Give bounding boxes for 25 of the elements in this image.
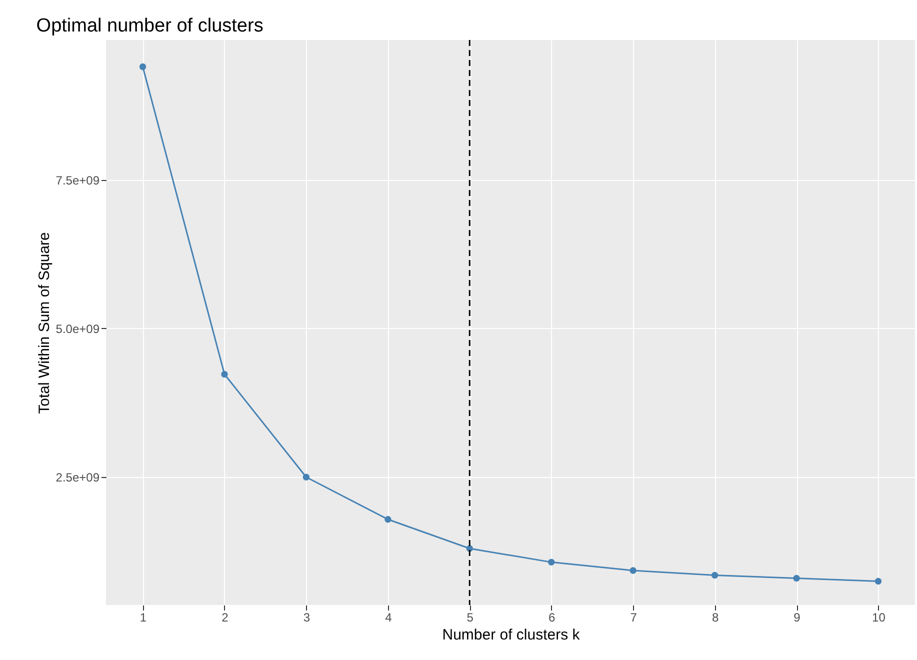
point (302, 474, 310, 480)
point (139, 63, 146, 70)
y-tick-label: 2.5e+09 (56, 470, 100, 485)
x-tick-label: 5 (466, 610, 474, 624)
point (793, 574, 800, 582)
chart-title: Optimal number of clusters (36, 15, 264, 36)
point (384, 516, 392, 523)
point (548, 558, 555, 566)
x-tick-label: 3 (303, 610, 310, 624)
x-tick-label: 9 (794, 610, 801, 624)
x-tick-label: 6 (548, 610, 556, 624)
point (221, 370, 228, 378)
point (630, 567, 636, 574)
x-axis-title: Number of clusters k (442, 626, 580, 644)
x-tick-label: 10 (872, 610, 886, 624)
y-tick-label: 7.5e+09 (56, 173, 100, 188)
x-tick-label: 2 (222, 610, 229, 624)
x-tick-label: 7 (630, 610, 638, 624)
x-tick-label: 4 (385, 610, 392, 624)
x-tick-label: 1 (140, 610, 147, 624)
x-tick-label: 8 (712, 610, 719, 624)
point (711, 572, 718, 579)
y-axis-title: Total Within Sum of Square (36, 232, 53, 414)
y-tick-label: 5.0e+09 (56, 322, 100, 336)
point (874, 578, 882, 585)
